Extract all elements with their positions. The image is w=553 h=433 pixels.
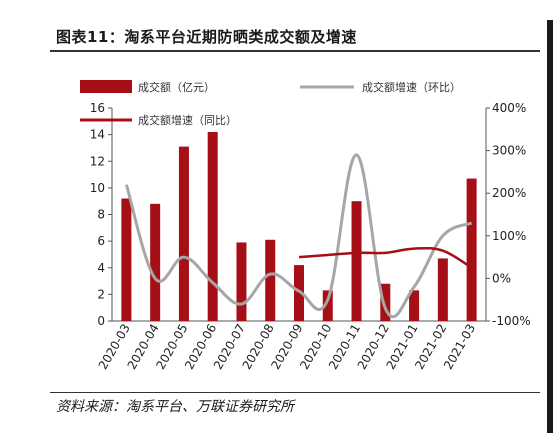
left-tick-label: 0 [97, 314, 105, 328]
source-note: 资料来源：淘系平台、万联证券研究所 [56, 399, 294, 415]
bar [265, 239, 276, 321]
title-rule [50, 50, 540, 52]
left-tick-label: 10 [90, 181, 105, 195]
line-yoy-growth [298, 246, 473, 269]
left-tick-label: 2 [97, 287, 105, 301]
bar [380, 283, 391, 321]
left-tick-label: 12 [90, 154, 105, 168]
bar [409, 290, 420, 321]
bar [207, 131, 218, 321]
right-tick-label: 200% [492, 186, 526, 200]
left-tick-label: 6 [97, 234, 105, 248]
left-tick-label: 8 [97, 208, 105, 222]
legend-label-yoy: 成交额增速（同比） [138, 113, 237, 127]
right-tick-label: 300% [492, 144, 526, 158]
right-tick-label: 400% [492, 101, 526, 115]
bar [466, 178, 477, 321]
left-tick-label: 14 [90, 128, 105, 142]
bar [351, 201, 362, 321]
right-tick-label: -100% [492, 314, 531, 328]
chart-title: 图表11：淘系平台近期防晒类成交额及增速 [56, 28, 357, 46]
legend-label-mom: 成交额增速（环比） [362, 80, 461, 94]
bar [322, 290, 333, 321]
left-tick-label: 16 [90, 101, 105, 115]
bar [294, 265, 304, 321]
line-mom-growth [124, 153, 473, 319]
edge-border [547, 20, 553, 433]
legend-swatch-bar [80, 80, 132, 93]
legend-label-bar: 成交额（亿元） [138, 80, 215, 94]
left-tick-label: 4 [97, 261, 105, 275]
source-rule [50, 392, 540, 393]
right-tick-label: 100% [492, 229, 526, 243]
right-tick-label: 0% [492, 271, 511, 285]
bar [150, 203, 161, 321]
bar [121, 198, 132, 321]
bar [437, 258, 448, 321]
bar [236, 242, 247, 321]
bar [178, 146, 189, 321]
